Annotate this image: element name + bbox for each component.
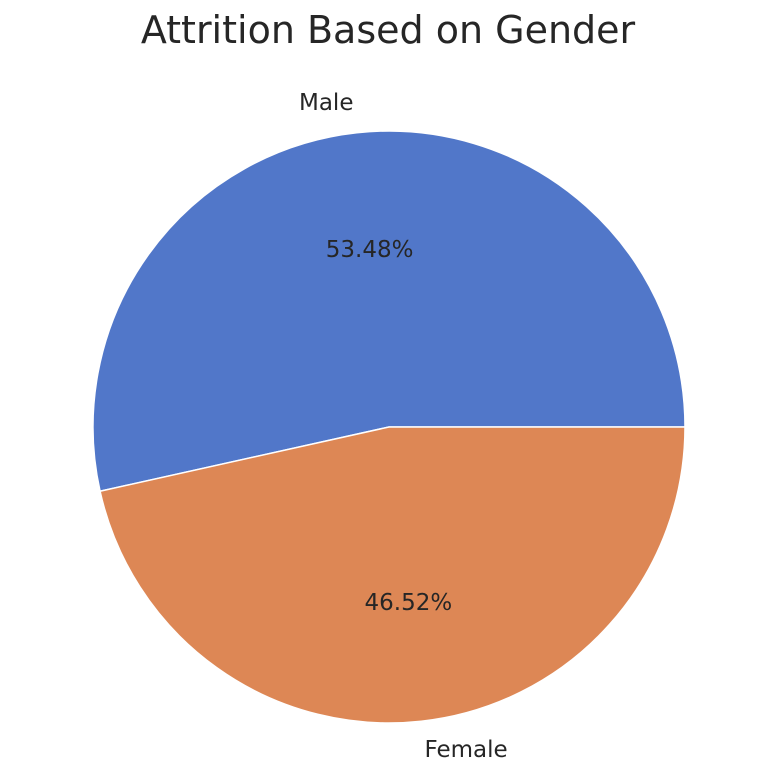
pie-slice-male (92, 130, 686, 493)
chart-title: Attrition Based on Gender (140, 8, 636, 52)
slice-percent-female: 46.52% (365, 590, 453, 616)
pie-labels: Male 53.48% Female 46.52% (299, 90, 508, 763)
pie-slices (92, 130, 686, 724)
pie-slice-female (99, 426, 686, 724)
slice-percent-male: 53.48% (326, 237, 414, 263)
slice-label-male: Male (299, 90, 353, 116)
slice-label-female: Female (425, 737, 508, 763)
